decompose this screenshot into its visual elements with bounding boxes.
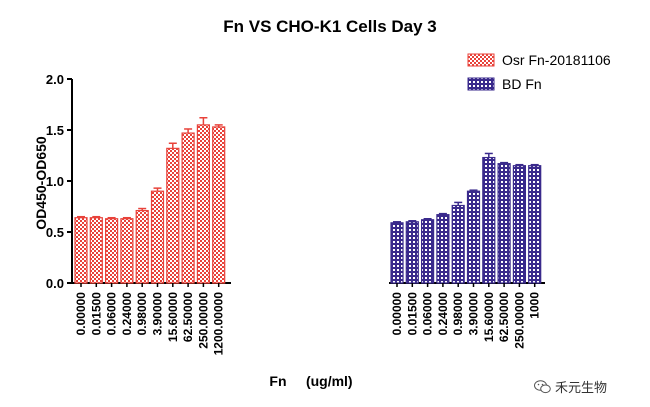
- x-tick-label: 0.06000: [421, 292, 435, 336]
- bar-bd-fn: [528, 165, 542, 284]
- x-tick-label: 0.01500: [89, 292, 103, 336]
- bar-bd-fn: [390, 222, 404, 284]
- bar-osr-fn: [181, 132, 195, 284]
- bar-osr-fn: [150, 190, 165, 284]
- bar-bd-fn: [466, 190, 481, 284]
- bar-osr-fn: [89, 217, 103, 284]
- x-tick-label: 250.00000: [512, 292, 526, 349]
- legend-label-bd-fn: BD Fn: [502, 76, 542, 92]
- x-tick-label: 0.24000: [120, 292, 134, 336]
- bar-osr-fn: [104, 218, 119, 284]
- legend-swatch-bd-fn: [467, 77, 495, 91]
- bar-osr-fn: [120, 218, 134, 284]
- bar-bd-fn: [436, 214, 450, 284]
- bar-bd-fn: [451, 204, 465, 284]
- bar-bd-fn: [482, 156, 496, 284]
- watermark-text: 禾元生物: [555, 381, 608, 396]
- bar-osr-fn: [212, 126, 226, 284]
- bar-osr-fn: [166, 147, 180, 284]
- bar-osr-fn: [196, 124, 210, 284]
- bar-bd-fn: [421, 219, 435, 284]
- x-tick-label: 62.50000: [497, 292, 511, 342]
- x-tick-label: 62.50000: [181, 292, 195, 342]
- x-tick-label: 0.98000: [451, 292, 465, 336]
- legend: Osr Fn-20181106 BD Fn: [467, 52, 611, 92]
- x-tick-label: 1000: [528, 292, 542, 319]
- x-tick-label: 15.60000: [166, 292, 180, 342]
- bar-bd-fn: [405, 221, 419, 284]
- y-axis-label: OD450-OD650: [33, 136, 49, 230]
- x-tick-label: 3.90000: [467, 292, 481, 336]
- x-tick-label: 0.01500: [405, 292, 419, 336]
- x-tick-label: 0.24000: [436, 292, 450, 336]
- x-tick-label: 0.00000: [390, 292, 404, 336]
- x-tick-label: 0.00000: [74, 292, 88, 336]
- x-tick-label: 250.00000: [196, 292, 210, 349]
- bar-osr-fn: [74, 217, 88, 284]
- bar-bd-fn: [512, 165, 527, 284]
- x-tick-label: 0.06000: [105, 292, 119, 336]
- y-tick-label: 1.5: [46, 123, 64, 138]
- x-tick-labels: 0.00000 0.01500 0.06000 0.24000 0.98000 3.900…: [74, 283, 542, 355]
- legend-label-osr-fn: Osr Fn-20181106: [502, 52, 611, 68]
- watermark: 禾元生物: [534, 377, 607, 396]
- x-tick-label: 3.90000: [151, 292, 165, 336]
- bar-bd-fn: [497, 163, 511, 284]
- chart-title: Fn VS CHO-K1 Cells Day 3: [223, 17, 437, 36]
- x-tick-label: 0.98000: [135, 292, 149, 336]
- wechat-icon: [534, 379, 551, 393]
- y-tick-label: 0.0: [46, 276, 64, 291]
- x-tick-label: 15.60000: [482, 292, 496, 342]
- bar-series-group: [74, 117, 542, 284]
- y-tick-label: 0.5: [46, 225, 64, 240]
- x-tick-label: 1200.00000: [212, 292, 226, 356]
- x-axis-label: Fn (ug/ml): [269, 373, 352, 389]
- y-tick-label: 2.0: [46, 72, 64, 87]
- y-tick-label: 1.0: [46, 174, 64, 189]
- legend-swatch-osr-fn: [467, 53, 495, 67]
- bar-osr-fn: [135, 209, 149, 284]
